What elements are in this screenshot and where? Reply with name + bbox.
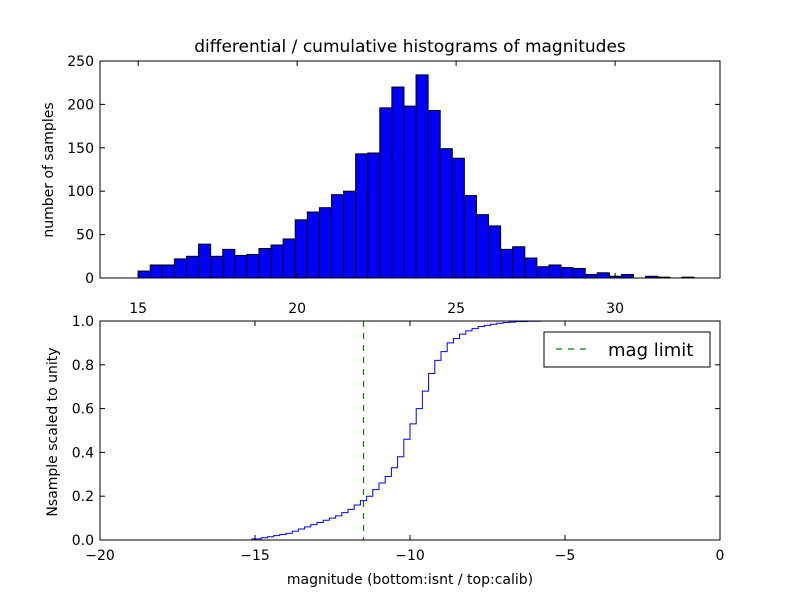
histogram-bar	[560, 267, 574, 279]
bottom-x-tick-label: −5	[555, 548, 576, 564]
histogram-bar	[572, 267, 586, 279]
histogram-bar	[343, 190, 357, 279]
histogram-bar	[318, 207, 332, 279]
histogram-bar	[198, 243, 212, 279]
bottom-y-tick-label: 0.4	[72, 445, 94, 461]
histogram-bar	[524, 257, 538, 279]
bottom-x-tick-label: −20	[85, 548, 115, 564]
bottom-x-tick-label: −10	[395, 548, 425, 564]
bottom-cumulative-chart: −20 −15 −10 −5 0 0.0 0.2 0.4 0.6 0.8 1.0 magnitude…	[45, 314, 724, 588]
histogram-bar	[330, 194, 345, 279]
legend-label: mag limit	[608, 340, 693, 361]
top-y-axis-label: number of samples	[41, 102, 57, 237]
top-chart-title: differential / cumulative histograms of …	[194, 37, 626, 57]
histogram-bar	[149, 264, 163, 279]
histogram-bar	[415, 74, 429, 279]
top-y-tick-label: 0	[85, 271, 94, 287]
histogram-bar	[463, 195, 477, 279]
histogram-bar	[282, 238, 296, 279]
top-y-tick-label: 250	[67, 54, 94, 70]
histogram-bar	[161, 264, 175, 279]
bottom-x-tick-label: −15	[240, 548, 270, 564]
histogram-bar	[137, 270, 151, 279]
histogram-bar	[367, 152, 381, 279]
histogram-bar	[451, 157, 465, 279]
legend: mag limit	[543, 331, 711, 368]
histogram-bar	[185, 255, 200, 279]
histogram-bar	[584, 274, 598, 279]
bottom-axis-ticks: −20 −15 −10 −5 0 0.0 0.2 0.4 0.6 0.8 1.0	[72, 314, 725, 564]
histogram-bar	[512, 246, 526, 279]
bottom-y-axis-label: Nsample scaled to unity	[45, 347, 61, 516]
histogram-bar	[234, 254, 248, 279]
histogram-bar	[222, 248, 236, 279]
histogram-bar	[355, 153, 369, 279]
histogram-bar	[488, 225, 502, 279]
histogram-bar	[475, 214, 490, 279]
top-axis-ticks: 15 20 25 30 0 50 100 150 200 250	[67, 54, 720, 317]
histogram-bar	[439, 148, 453, 279]
top-y-tick-label: 100	[67, 184, 94, 200]
histogram-bar	[403, 105, 417, 279]
bottom-x-axis-label: magnitude (bottom:isnt / top:calib)	[287, 572, 533, 588]
histogram-bar	[210, 255, 224, 279]
top-x-tick-label: 30	[606, 301, 624, 317]
top-plot-frame	[99, 60, 721, 279]
top-histogram-chart: differential / cumulative histograms of …	[41, 37, 721, 317]
histogram-bar	[427, 109, 441, 279]
top-y-tick-label: 200	[67, 97, 94, 113]
bottom-y-tick-label: 0.6	[72, 402, 94, 418]
histogram-bar	[391, 86, 405, 279]
bottom-y-tick-label: 1.0	[72, 314, 94, 330]
histogram-bar	[536, 266, 550, 279]
histogram-bar	[306, 211, 320, 279]
cumulative-step-line	[100, 320, 721, 541]
histogram-bar	[246, 254, 260, 279]
top-x-tick-label: 15	[129, 301, 147, 317]
histogram-bar	[379, 107, 393, 279]
bottom-y-tick-label: 0.2	[72, 489, 94, 505]
bottom-lines-group	[100, 320, 721, 541]
histogram-bar	[548, 264, 562, 279]
top-y-tick-label: 50	[76, 228, 94, 244]
top-x-tick-label: 25	[447, 301, 465, 317]
bottom-y-tick-label: 0.0	[72, 533, 94, 549]
top-x-tick-label: 20	[288, 301, 306, 317]
histogram-bar	[596, 272, 610, 279]
bottom-y-tick-label: 0.8	[72, 358, 94, 374]
histogram-bar	[173, 258, 187, 279]
histogram-bar	[294, 219, 308, 279]
bottom-x-tick-label: 0	[716, 548, 725, 564]
top-bars-group	[137, 74, 695, 279]
top-y-tick-label: 150	[67, 141, 94, 157]
histogram-bar	[620, 274, 635, 279]
histogram-bar	[258, 247, 272, 279]
histogram-bar	[500, 248, 514, 279]
histogram-bar	[270, 244, 284, 279]
